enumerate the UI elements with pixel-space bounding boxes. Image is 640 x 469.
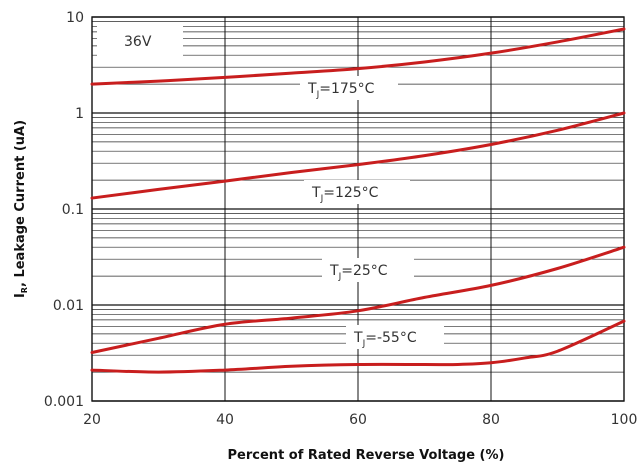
series-line-4 <box>90 319 626 374</box>
series-line-1 <box>90 27 626 86</box>
x-tick-label: 100 <box>611 412 638 428</box>
series-line-2 <box>90 111 626 200</box>
x-tick-label: 20 <box>83 412 101 428</box>
series-line-3 <box>90 245 626 355</box>
y-tick-label: 0.01 <box>53 298 84 314</box>
curves <box>90 27 626 374</box>
y-tick-label: 1 <box>75 106 84 122</box>
x-tick-label: 60 <box>349 412 367 428</box>
curve-label-background <box>346 325 444 349</box>
x-axis-title: Percent of Rated Reverse Voltage (%) <box>228 448 505 463</box>
axis-titles: Percent of Rated Reverse Voltage (%) IR, … <box>13 120 504 463</box>
y-tick-label: 0.001 <box>44 394 84 410</box>
tick-labels: 20 40 60 80 100 0.001 0.01 0.1 1 10 <box>44 10 637 428</box>
curve-label-3: TJ=25°C <box>329 263 388 282</box>
plot-border <box>91 16 625 402</box>
curve-label-1: TJ=175°C <box>307 81 375 100</box>
curve-label-background <box>304 180 410 204</box>
y-tick-label: 10 <box>66 10 84 26</box>
x-tick-label: 80 <box>482 412 500 428</box>
y-axis-title: IR, Leakage Current (uA) <box>13 120 29 298</box>
voltage-label-background <box>97 22 183 60</box>
curve-label-4: TJ=-55°C <box>353 330 417 349</box>
curve-label-background <box>322 258 414 282</box>
curve-label-2: TJ=125°C <box>311 185 379 204</box>
y-tick-label: 0.1 <box>62 202 84 218</box>
curve-label-background <box>300 76 398 100</box>
x-tick-label: 40 <box>216 412 234 428</box>
plot-frame <box>91 16 625 402</box>
voltage-annotation: 36V <box>124 34 152 50</box>
curve-labels: TJ=175°C TJ=125°C TJ=25°C TJ=-55°C 36V <box>97 22 444 349</box>
